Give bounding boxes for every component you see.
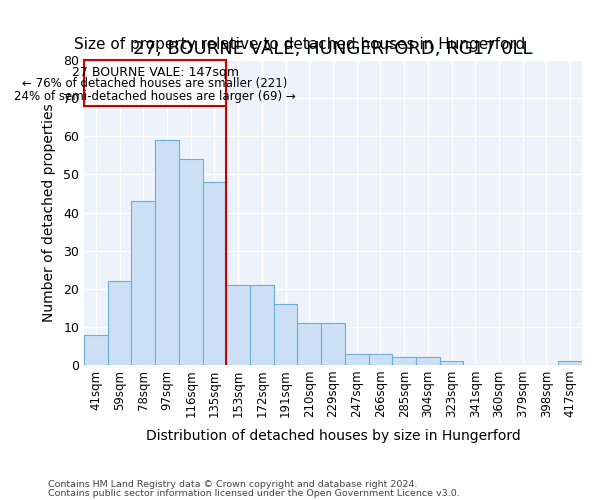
Bar: [416, 358, 440, 365]
Bar: [226, 285, 250, 365]
Bar: [321, 323, 345, 365]
Bar: [155, 140, 179, 365]
Text: Contains HM Land Registry data © Crown copyright and database right 2024.: Contains HM Land Registry data © Crown c…: [48, 480, 418, 489]
Bar: [108, 281, 131, 365]
X-axis label: Distribution of detached houses by size in Hungerford: Distribution of detached houses by size …: [146, 428, 520, 442]
Text: Size of property relative to detached houses in Hungerford: Size of property relative to detached ho…: [74, 38, 526, 52]
Bar: [345, 354, 368, 365]
Bar: [84, 334, 108, 365]
FancyBboxPatch shape: [84, 60, 226, 106]
Bar: [179, 159, 203, 365]
Bar: [250, 285, 274, 365]
Text: 27 BOURNE VALE: 147sqm: 27 BOURNE VALE: 147sqm: [71, 66, 239, 78]
Text: 24% of semi-detached houses are larger (69) →: 24% of semi-detached houses are larger (…: [14, 90, 296, 102]
Bar: [392, 358, 416, 365]
Bar: [368, 354, 392, 365]
Bar: [440, 361, 463, 365]
Bar: [298, 323, 321, 365]
Bar: [558, 361, 582, 365]
Text: ← 76% of detached houses are smaller (221): ← 76% of detached houses are smaller (22…: [22, 77, 288, 90]
Bar: [274, 304, 298, 365]
Bar: [131, 201, 155, 365]
Bar: [203, 182, 226, 365]
Text: Contains public sector information licensed under the Open Government Licence v3: Contains public sector information licen…: [48, 489, 460, 498]
Y-axis label: Number of detached properties: Number of detached properties: [42, 103, 56, 322]
Title: 27, BOURNE VALE, HUNGERFORD, RG17 0LL: 27, BOURNE VALE, HUNGERFORD, RG17 0LL: [133, 40, 533, 58]
